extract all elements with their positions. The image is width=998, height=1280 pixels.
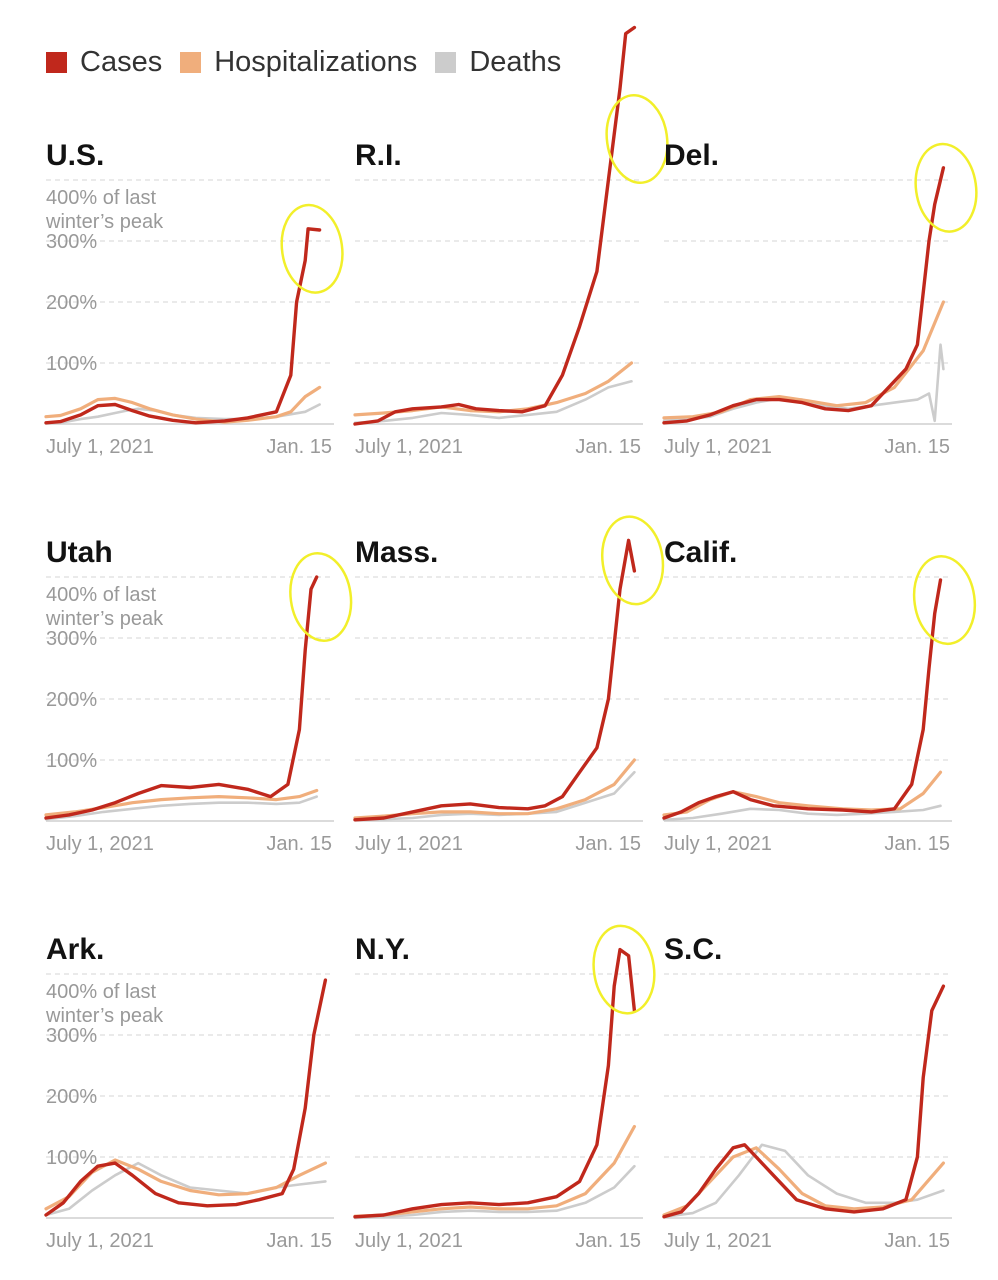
legend-deaths-label: Deaths: [469, 45, 562, 78]
x-label-end: Jan. 15: [575, 436, 641, 458]
deaths-line: [44, 795, 318, 821]
annotation-circle: [914, 142, 978, 233]
annotation-circle: [912, 555, 977, 646]
x-label-start: July 1, 2021: [355, 833, 463, 855]
panel-title: Ark.: [46, 933, 104, 966]
panel-title: Mass.: [355, 536, 438, 569]
y-tick-label: 100%: [46, 750, 97, 772]
y-tick-label: 300%: [46, 231, 97, 253]
y-tick-label: 400% of last: [46, 187, 157, 209]
panel-calif: Calif. July 1, 2021 Jan. 15: [662, 536, 977, 855]
x-label-start: July 1, 2021: [664, 1230, 772, 1252]
panel-title: N.Y.: [355, 933, 410, 966]
y-tick-label: winter’s peak: [45, 1005, 164, 1027]
legend: Cases Hospitalizations Deaths: [46, 44, 579, 80]
x-label-end: Jan. 15: [266, 436, 332, 458]
panel-title: Utah: [46, 536, 113, 569]
legend-cases-swatch: [46, 51, 67, 73]
legend-hospitalizations-label: Hospitalizations: [214, 45, 418, 78]
hospitalizations-line: [353, 758, 636, 820]
annotation-circle: [605, 93, 669, 185]
x-label-start: July 1, 2021: [664, 833, 772, 855]
deaths-line: [662, 343, 945, 423]
panel-ny: N.Y. July 1, 2021 Jan. 15: [353, 924, 656, 1252]
y-tick-label: 100%: [46, 1147, 97, 1169]
cases-line: [44, 978, 328, 1217]
hospitalizations-line: [44, 385, 322, 424]
y-tick-label: 400% of last: [46, 981, 157, 1003]
panel-ri: R.I. July 1, 2021 Jan. 15: [353, 25, 669, 458]
cases-line: [44, 227, 322, 425]
panel-mass: Mass. July 1, 2021 Jan. 15: [353, 515, 665, 855]
annotation-circle: [280, 203, 344, 294]
panel-title: Del.: [664, 139, 719, 172]
cases-line: [353, 25, 637, 426]
panel-del: Del. July 1, 2021 Jan. 15: [662, 139, 978, 458]
panel-title: Calif.: [664, 536, 737, 569]
cases-line: [662, 578, 943, 820]
y-tick-label: 200%: [46, 292, 97, 314]
x-label-start: July 1, 2021: [664, 436, 772, 458]
annotation-circle: [289, 551, 353, 643]
legend-hospitalizations: Hospitalizations: [180, 46, 417, 79]
x-label-end: Jan. 15: [575, 833, 641, 855]
x-label-start: July 1, 2021: [46, 436, 154, 458]
cases-line: [44, 575, 319, 820]
annotation-circle: [592, 924, 656, 1015]
y-tick-label: winter’s peak: [45, 608, 164, 630]
panel-title: S.C.: [664, 933, 722, 966]
x-label-start: July 1, 2021: [355, 1230, 463, 1252]
cases-line: [353, 538, 637, 822]
x-label-end: Jan. 15: [266, 1230, 332, 1252]
cases-line: [353, 947, 637, 1219]
legend-cases-label: Cases: [80, 45, 163, 78]
panel-sc: S.C. July 1, 2021 Jan. 15: [662, 933, 952, 1252]
legend-deaths-swatch: [435, 51, 457, 73]
hospitalizations-line: [353, 1124, 636, 1218]
legend-deaths: Deaths: [435, 46, 561, 79]
x-label-start: July 1, 2021: [46, 1230, 154, 1252]
x-label-end: Jan. 15: [884, 436, 950, 458]
cases-line: [662, 166, 946, 425]
x-label-start: July 1, 2021: [46, 833, 154, 855]
y-tick-label: 200%: [46, 689, 97, 711]
deaths-line: [353, 1164, 636, 1220]
panel-title: U.S.: [46, 139, 104, 172]
legend-hospitalizations-swatch: [180, 51, 202, 73]
y-tick-label: 300%: [46, 628, 97, 650]
cases-line: [662, 984, 946, 1219]
x-label-end: Jan. 15: [575, 1230, 641, 1252]
hospitalizations-line: [353, 361, 634, 417]
x-label-end: Jan. 15: [266, 833, 332, 855]
y-tick-label: 300%: [46, 1025, 97, 1047]
y-tick-label: 200%: [46, 1086, 97, 1108]
x-label-end: Jan. 15: [884, 1230, 950, 1252]
x-label-start: July 1, 2021: [355, 436, 463, 458]
deaths-line: [353, 380, 633, 425]
annotation-circle: [601, 515, 665, 606]
deaths-line: [662, 804, 942, 822]
y-tick-label: 400% of last: [46, 584, 157, 606]
legend-cases: Cases: [46, 46, 162, 79]
y-tick-label: 100%: [46, 353, 97, 375]
x-label-end: Jan. 15: [884, 833, 950, 855]
panel-title: R.I.: [355, 139, 402, 172]
y-tick-label: winter’s peak: [45, 211, 164, 233]
